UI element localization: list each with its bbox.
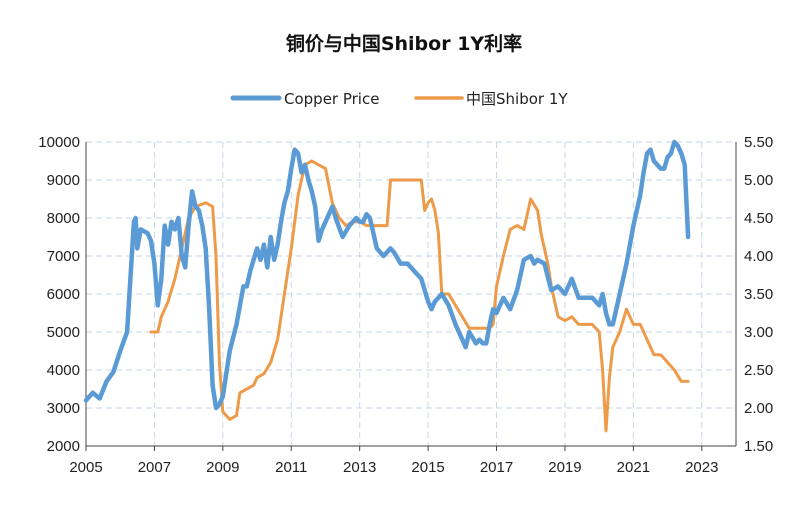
- y-left-tick-label: 2000: [47, 438, 80, 455]
- y-left-tick-label: 6000: [47, 286, 80, 303]
- y-right-tick-label: 2.00: [744, 400, 773, 417]
- y-left-tick-label: 4000: [47, 362, 80, 379]
- y-left-tick-label: 9000: [47, 172, 80, 189]
- y-right-tick-label: 4.50: [744, 210, 773, 227]
- y-left-tick-label: 8000: [47, 210, 80, 227]
- axes: 2000 3000 4000 5000 6000 7000 8000 9000 10000 1.5…: [38, 134, 773, 476]
- chart-title: 铜价与中国Shibor 1Y利率: [286, 32, 522, 55]
- y-right-tick-label: 4.00: [744, 248, 773, 265]
- y-left-tick-label: 7000: [47, 248, 80, 265]
- y-right-tick-label: 5.00: [744, 172, 773, 189]
- x-tick-label: 2015: [411, 459, 444, 476]
- y-left-tick-label: 3000: [47, 400, 80, 417]
- series-layer: [83, 139, 691, 433]
- y-right-tick-label: 3.50: [744, 286, 773, 303]
- grid: [86, 141, 736, 446]
- x-tick-label: 2011: [275, 459, 307, 476]
- y-right-tick-label: 2.50: [744, 362, 773, 379]
- legend-label-shibor: 中国Shibor 1Y: [466, 90, 568, 108]
- x-tick-label: 2009: [206, 459, 239, 476]
- x-tick-label: 2019: [548, 459, 581, 476]
- y-left-tick-label: 5000: [47, 324, 80, 341]
- legend-label-copper: Copper Price: [284, 90, 379, 108]
- x-tick-label: 2017: [480, 459, 513, 476]
- x-tick-label: 2013: [343, 459, 376, 476]
- x-tick-label: 2007: [138, 459, 171, 476]
- series-line-copper-price: [83, 139, 691, 411]
- legend: Copper Price 中国Shibor 1Y: [230, 90, 568, 108]
- y-right-tick-label: 5.50: [744, 134, 773, 151]
- x-tick-label: 2023: [685, 459, 718, 476]
- y-left-tick-label: 10000: [38, 134, 80, 151]
- x-tick-label: 2005: [69, 459, 102, 476]
- series-line-shibor-1y: [149, 159, 690, 433]
- y-right-tick-label: 1.50: [744, 438, 773, 455]
- y-right-tick-label: 3.00: [744, 324, 773, 341]
- x-tick-label: 2021: [617, 459, 650, 476]
